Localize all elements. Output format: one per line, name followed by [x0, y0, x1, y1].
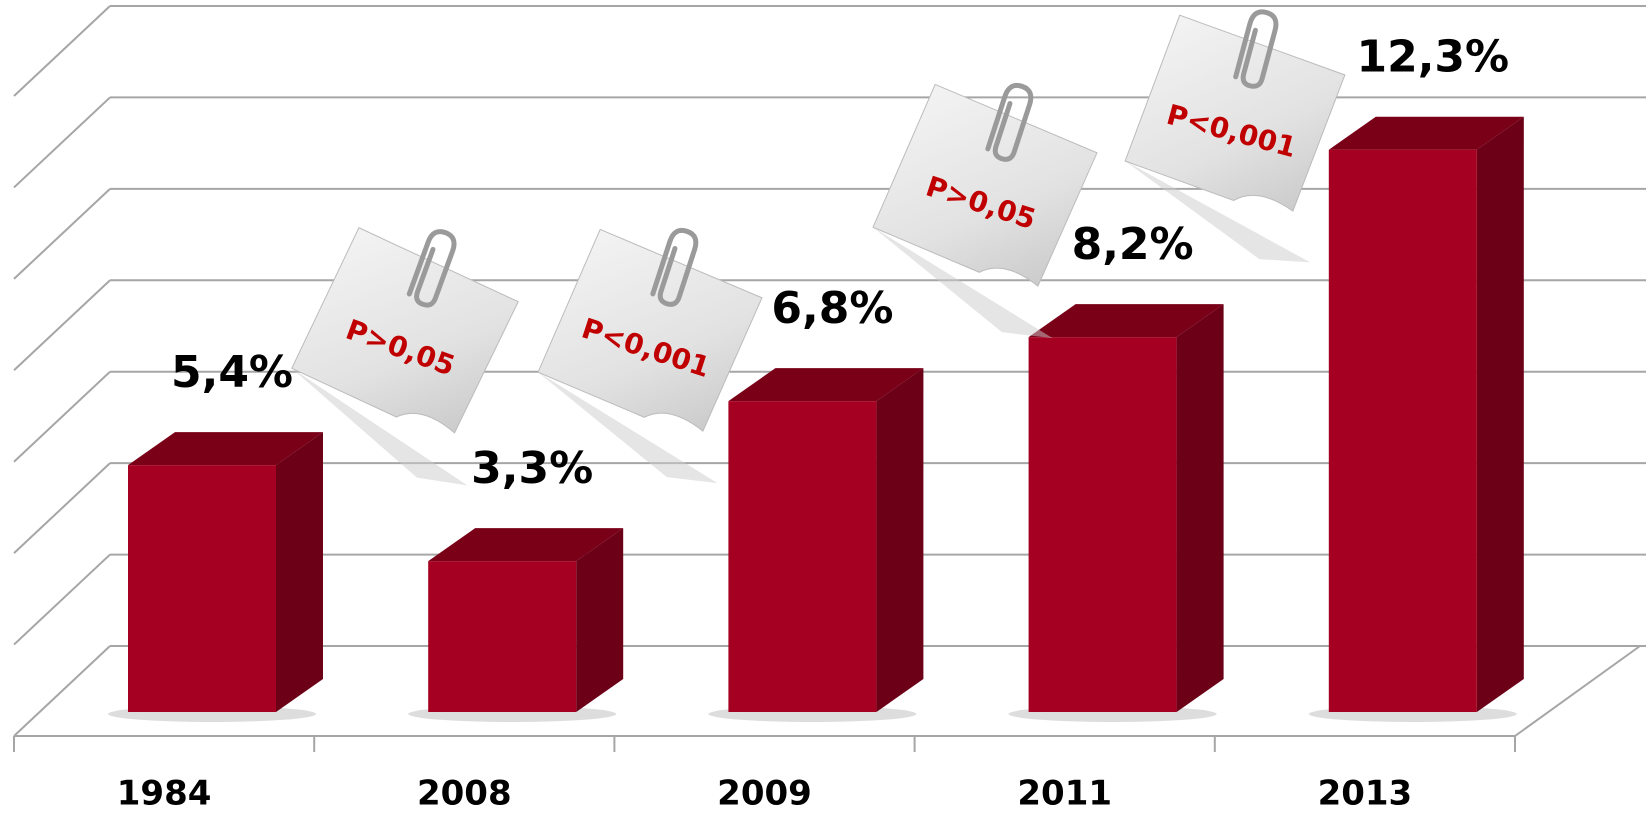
value-label: 8,2%: [1072, 219, 1194, 270]
annotation-note: P>0,05: [854, 56, 1123, 348]
grid-line-wall: [14, 463, 110, 553]
x-tick-label: 2011: [1017, 774, 1112, 814]
x-tick-label: 2008: [417, 774, 512, 814]
value-label: 6,8%: [771, 283, 893, 334]
floor-right: [1515, 646, 1640, 736]
bar-side: [276, 432, 323, 712]
grid-line-wall: [14, 646, 110, 736]
x-tick-label: 2013: [1318, 774, 1413, 814]
bar: [728, 401, 876, 712]
grid-line-wall: [14, 555, 110, 645]
value-label: 12,3%: [1356, 32, 1509, 83]
x-tick-label: 1984: [117, 774, 212, 814]
grid-line-wall: [14, 6, 110, 96]
grid-line-wall: [14, 372, 110, 462]
chart: 5,4% 1984 3,3% 2008 6,8% 2009 8,2% 2011 12,3% 201…: [0, 0, 1646, 814]
x-tick-label: 2009: [717, 774, 812, 814]
bar: [1029, 337, 1177, 712]
grid-line-wall: [14, 189, 110, 279]
bar: [1329, 150, 1477, 712]
value-label: 3,3%: [471, 443, 593, 494]
grid-line-wall: [14, 97, 110, 187]
page: 5,4% 1984 3,3% 2008 6,8% 2009 8,2% 2011 12,3% 201…: [0, 0, 1646, 814]
bar-side: [1477, 117, 1524, 712]
grid-line-wall: [14, 280, 110, 370]
bar: [428, 561, 576, 712]
bar: [128, 465, 276, 712]
bar-side: [876, 368, 923, 712]
value-label: 5,4%: [171, 347, 293, 398]
bar-side: [1177, 304, 1224, 712]
